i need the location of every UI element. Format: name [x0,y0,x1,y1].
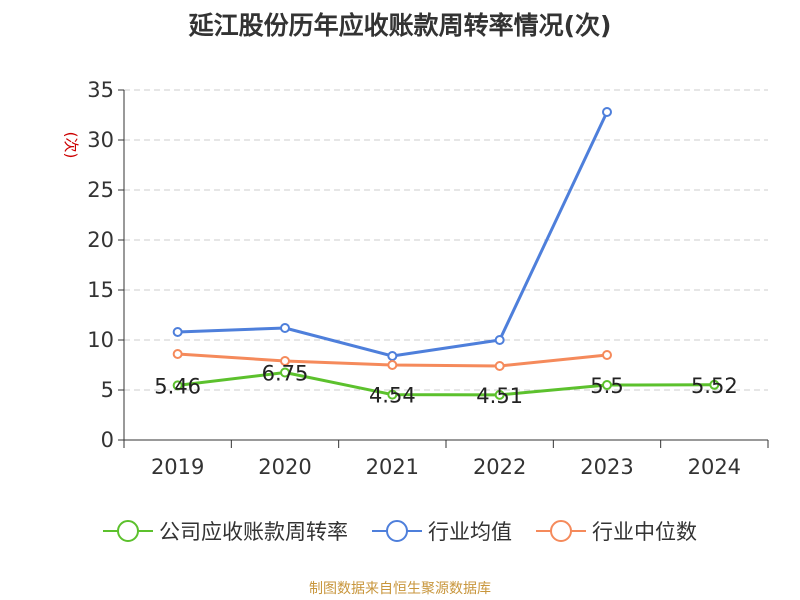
y-tick-label: 10 [87,328,114,352]
data-point [387,360,398,370]
series-2 [172,349,612,371]
axes: 0 5 10 15 20 25 30 35 2019 2020 2021 2022 2023 2024 (次… [62,78,769,479]
data-point [280,323,290,333]
chart-title: 延江股份历年应收账款周转率情况(次) [188,11,612,40]
y-tick-label: 15 [87,278,114,302]
x-tick-label: 2021 [366,455,419,479]
data-label: 4.54 [369,384,416,408]
legend-label: 行业中位数 [592,520,697,544]
data-point [387,389,398,400]
y-tick-label: 20 [87,228,114,252]
data-point [602,350,612,360]
y-tick-label: 30 [87,128,114,152]
y-axis-label: (次) [62,132,80,159]
legend-marker [117,520,139,542]
series-line [177,111,609,358]
x-tick-label: 2023 [580,455,633,479]
data-point [387,351,398,361]
legend-label: 公司应收账款周转率 [159,520,348,544]
x-tick-label: 2019 [151,455,204,479]
data-point [494,335,505,345]
legend-item: 行业均值 [372,516,512,546]
series-1 [172,107,612,361]
data-point [280,356,290,366]
y-tick-label: 5 [101,378,114,402]
data-point [602,107,612,117]
x-tick-label: 2020 [258,455,311,479]
data-label: 5.52 [691,374,738,398]
data-point [172,327,183,337]
y-tick-label: 0 [101,428,114,452]
grid-lines [124,89,768,391]
legend-marker [550,520,572,542]
data-labels: 5.46 6.75 4.54 4.51 5.5 5.52 [154,362,737,408]
x-tick-label: 2022 [473,455,526,479]
y-tick-label: 35 [87,78,114,102]
legend: 公司应收账款周转率 行业均值 行业中位数 [0,516,800,546]
x-tick-label: 2024 [688,455,741,479]
legend-item: 公司应收账款周转率 [103,516,348,546]
data-point [494,389,505,400]
legend-line-marker-icon [103,520,153,542]
series-lines [172,107,720,400]
series-line [177,371,715,397]
legend-item: 行业中位数 [536,516,697,546]
series-0 [172,367,720,400]
data-label: 4.51 [476,384,523,408]
data-label: 5.46 [154,374,201,398]
data-point [709,379,720,390]
data-label: 6.75 [262,362,309,386]
source-note: 制图数据来自恒生聚源数据库 [309,581,491,597]
data-point [172,349,183,359]
data-point [172,380,183,391]
data-point [280,367,290,378]
legend-line-marker-icon [372,520,422,542]
data-label: 5.5 [590,374,623,398]
legend-marker [386,520,408,542]
y-tick-label: 25 [87,178,114,202]
data-point [494,361,505,371]
legend-line-marker-icon [536,520,586,542]
data-point [602,380,612,390]
legend-label: 行业均值 [428,520,512,544]
